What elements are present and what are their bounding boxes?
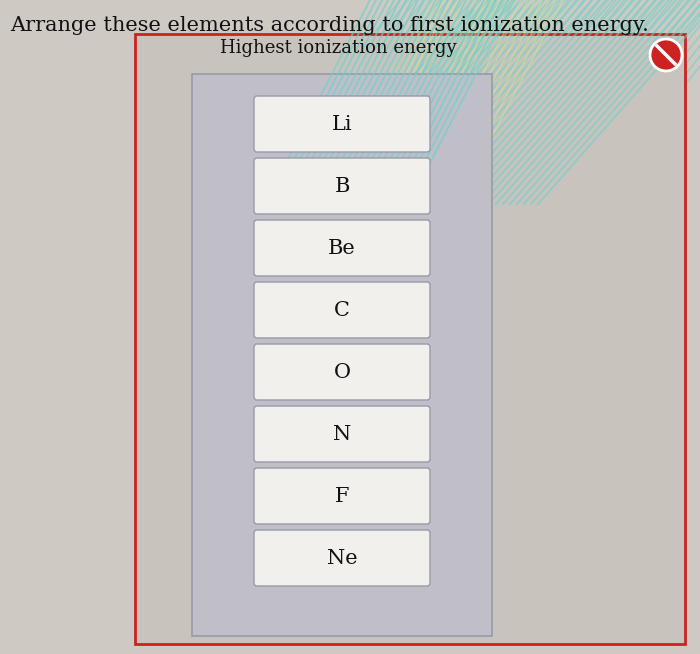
FancyBboxPatch shape <box>254 158 430 214</box>
Text: Ne: Ne <box>327 549 357 568</box>
FancyBboxPatch shape <box>135 34 685 644</box>
Text: Highest ionization energy: Highest ionization energy <box>220 39 456 57</box>
FancyBboxPatch shape <box>192 74 492 636</box>
FancyBboxPatch shape <box>254 406 430 462</box>
Text: N: N <box>333 424 351 443</box>
Text: Be: Be <box>328 239 356 258</box>
Text: Li: Li <box>332 114 352 133</box>
FancyBboxPatch shape <box>254 530 430 586</box>
Text: O: O <box>333 362 351 381</box>
FancyBboxPatch shape <box>254 282 430 338</box>
FancyBboxPatch shape <box>254 468 430 524</box>
Text: Arrange these elements according to first ionization energy.: Arrange these elements according to firs… <box>10 16 649 35</box>
FancyBboxPatch shape <box>254 96 430 152</box>
Text: F: F <box>335 487 349 506</box>
Text: C: C <box>334 300 350 320</box>
FancyBboxPatch shape <box>254 220 430 276</box>
FancyBboxPatch shape <box>254 344 430 400</box>
Circle shape <box>650 39 682 71</box>
Text: B: B <box>335 177 350 196</box>
